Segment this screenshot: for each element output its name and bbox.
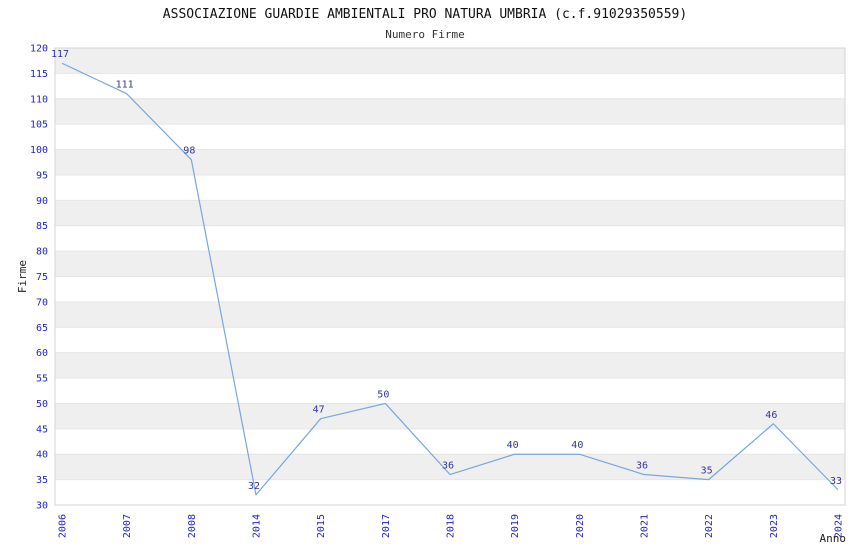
y-tick-label: 80	[36, 247, 48, 258]
point-label: 40	[571, 440, 583, 451]
x-tick-label: 2020	[575, 514, 586, 538]
y-tick-label: 90	[36, 196, 48, 207]
x-tick-label: 2024	[834, 514, 845, 538]
y-tick-label: 35	[36, 475, 48, 486]
point-label: 111	[116, 80, 134, 91]
plot-border	[54, 47, 846, 506]
y-tick-label: 120	[30, 44, 48, 55]
y-tick-label: 70	[36, 297, 48, 308]
point-label: 32	[248, 481, 260, 492]
y-tick-label: 105	[30, 120, 48, 131]
point-label: 35	[701, 466, 713, 477]
point-label: 33	[830, 476, 842, 487]
x-tick-label: 2021	[640, 514, 651, 538]
y-tick-label: 75	[36, 272, 48, 283]
x-tick-label: 2014	[252, 514, 263, 538]
y-axis-title: Firme	[16, 260, 29, 293]
point-label: 50	[377, 389, 389, 400]
point-label: 98	[183, 146, 195, 157]
y-tick-label: 85	[36, 221, 48, 232]
chart-title: ASSOCIAZIONE GUARDIE AMBIENTALI PRO NATU…	[162, 7, 688, 22]
y-tick-label: 65	[36, 323, 48, 334]
x-axis-tick-labels: 2006 2007 2008 2014 2015 2017 2018 2019 2020 2021…	[58, 514, 845, 538]
point-label: 36	[442, 461, 454, 472]
y-tick-label: 30	[36, 501, 48, 512]
x-tick-label: 2019	[510, 514, 521, 538]
x-tick-label: 2015	[316, 514, 327, 538]
x-tick-label: 2018	[446, 514, 457, 538]
x-axis-title: Anno	[820, 532, 847, 545]
chart-subtitle: Numero Firme	[385, 28, 465, 41]
y-tick-label: 95	[36, 170, 48, 181]
x-tick-label: 2006	[58, 514, 69, 538]
series-line	[61, 62, 839, 496]
x-tick-label: 2007	[122, 514, 133, 538]
x-tick-label: 2008	[187, 514, 198, 538]
y-tick-label: 50	[36, 399, 48, 410]
y-axis-tick-labels: 30 35 40 45 50 55 60 65 70 75 80 85 90 95 100 105 110 115…	[30, 44, 48, 512]
y-tick-label: 110	[30, 94, 48, 105]
point-label: 117	[51, 49, 69, 60]
point-label: 36	[636, 461, 648, 472]
y-tick-label: 45	[36, 424, 48, 435]
x-tick-label: 2017	[381, 514, 392, 538]
x-tick-label: 2022	[704, 514, 715, 538]
plot-bands	[55, 48, 845, 480]
y-tick-label: 100	[30, 145, 48, 156]
y-tick-label: 115	[30, 69, 48, 80]
y-tick-label: 55	[36, 374, 48, 385]
y-tick-label: 60	[36, 348, 48, 359]
x-tick-label: 2023	[769, 514, 780, 538]
y-tick-label: 40	[36, 450, 48, 461]
point-label: 46	[765, 410, 777, 421]
point-label: 40	[507, 440, 519, 451]
point-label: 47	[313, 405, 325, 416]
point-labels: 117 111 98 32 47 50 36 40 40 36 35 46 33	[51, 49, 842, 492]
